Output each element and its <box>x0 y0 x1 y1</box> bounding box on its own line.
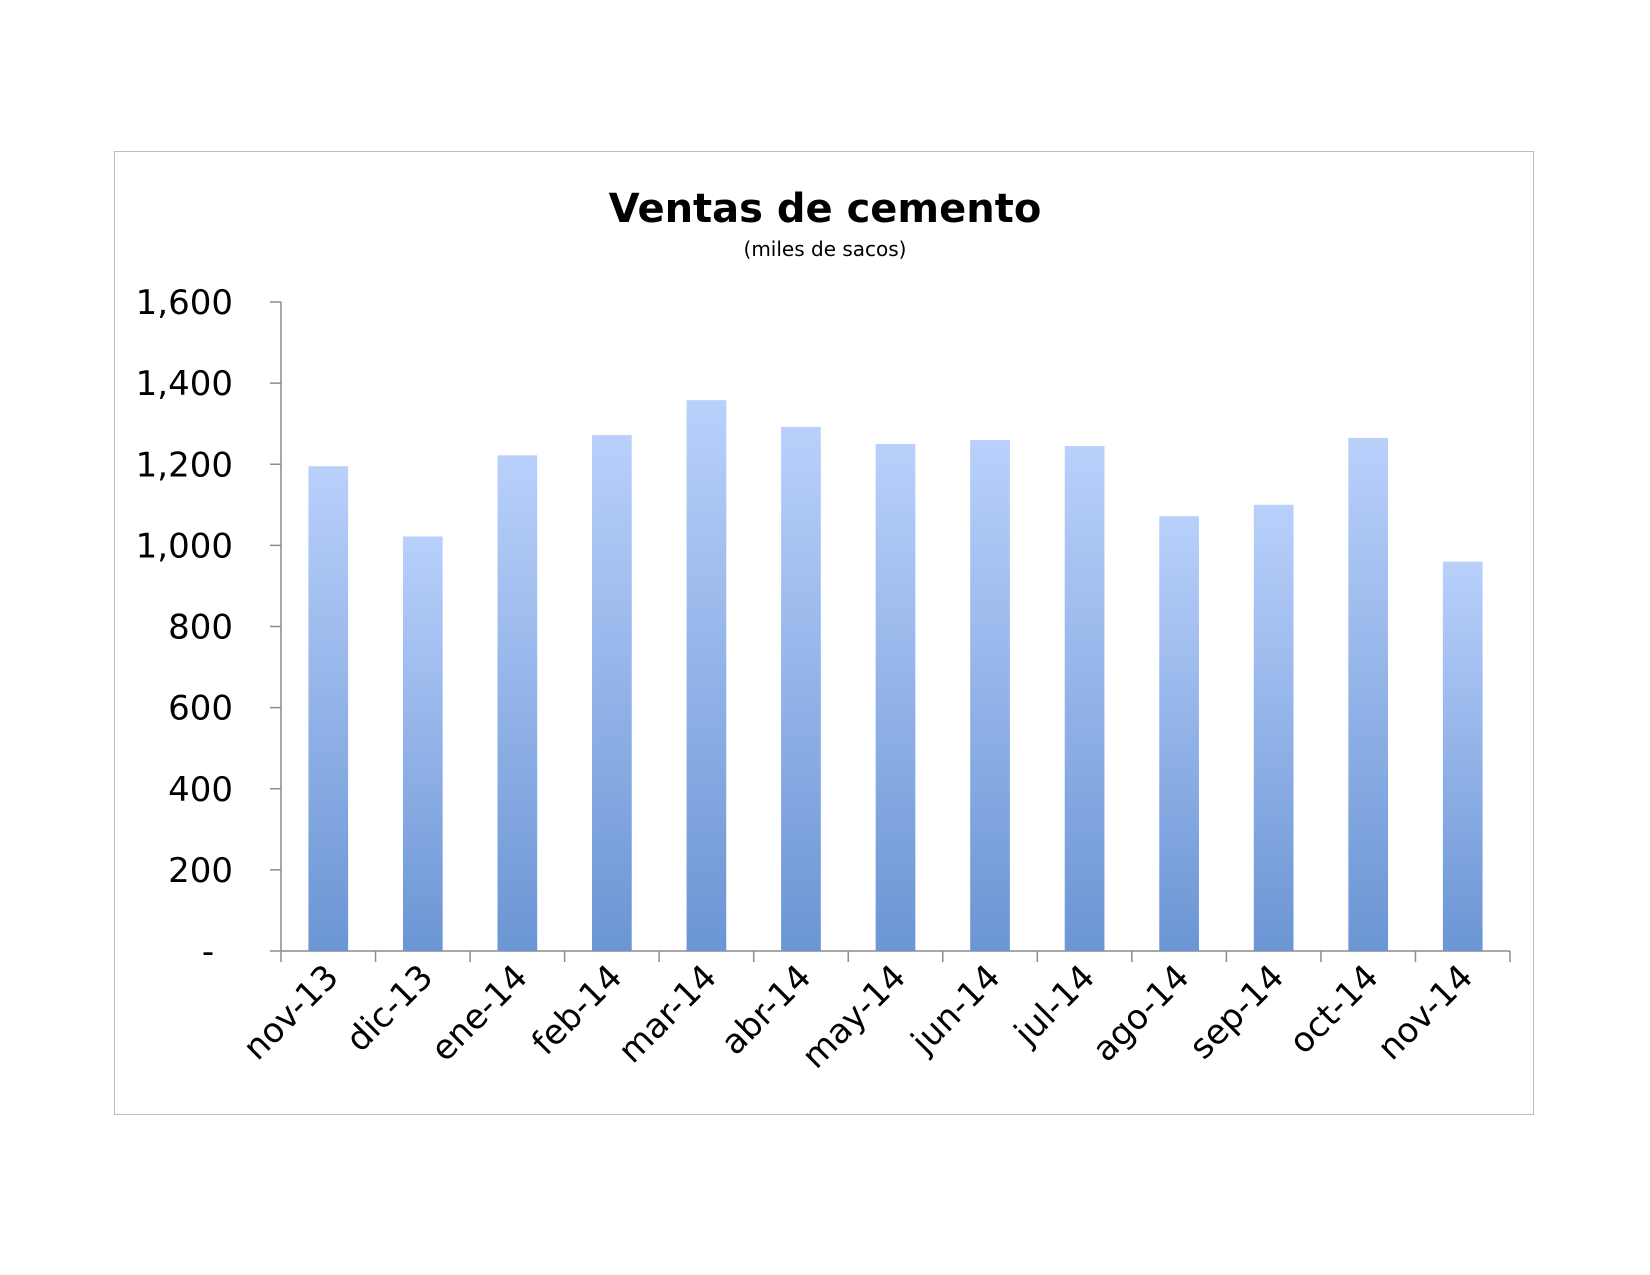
x-tick-label: oct-14 <box>1282 957 1387 1062</box>
y-tick-label: 1,000 <box>136 526 233 566</box>
bar-oct-14 <box>1348 437 1389 951</box>
bar-abr-14 <box>781 426 821 951</box>
y-tick-label: 400 <box>168 770 233 810</box>
x-tick-label: nov-13 <box>236 957 347 1068</box>
bar-sep-14 <box>1253 504 1294 951</box>
bar-may-14 <box>875 443 916 951</box>
bar-ene-14 <box>497 455 538 951</box>
y-tick-label: 1,200 <box>136 445 233 485</box>
bar-mar-14 <box>686 400 727 951</box>
chart-title: Ventas de cemento <box>609 186 1042 232</box>
x-axis: nov-13dic-13ene-14feb-14mar-14abr-14may-… <box>236 950 1511 1077</box>
bar-feb-14 <box>592 435 632 951</box>
y-tick-label: - <box>202 932 214 972</box>
y-tick-label: 600 <box>168 689 233 729</box>
x-tick-label: ene-14 <box>423 957 535 1069</box>
bar-jun-14 <box>970 439 1010 951</box>
y-tick-label: 1,600 <box>136 283 233 323</box>
x-tick-label: sep-14 <box>1182 957 1292 1067</box>
bar-dic-13 <box>402 536 443 951</box>
y-tick-label: 1,400 <box>136 364 233 404</box>
bars <box>308 400 1483 951</box>
x-tick-label: jun-14 <box>903 957 1008 1062</box>
x-tick-label: may-14 <box>794 957 914 1077</box>
bar-jul-14 <box>1064 445 1105 951</box>
y-tick-label: 200 <box>168 851 233 891</box>
x-tick-label: mar-14 <box>611 957 725 1071</box>
y-tick-label: 800 <box>168 608 233 648</box>
chart-subtitle: (miles de sacos) <box>744 237 907 261</box>
bar-nov-13 <box>308 466 349 951</box>
x-tick-label: nov-14 <box>1370 957 1481 1068</box>
bar-ago-14 <box>1159 516 1199 951</box>
y-axis: - 200 400 600 800 1,000 1,200 1,400 1,600 <box>136 283 282 972</box>
chart-frame <box>114 151 1534 1115</box>
bar-nov-14 <box>1442 561 1483 951</box>
x-tick-label: ago-14 <box>1085 957 1198 1070</box>
